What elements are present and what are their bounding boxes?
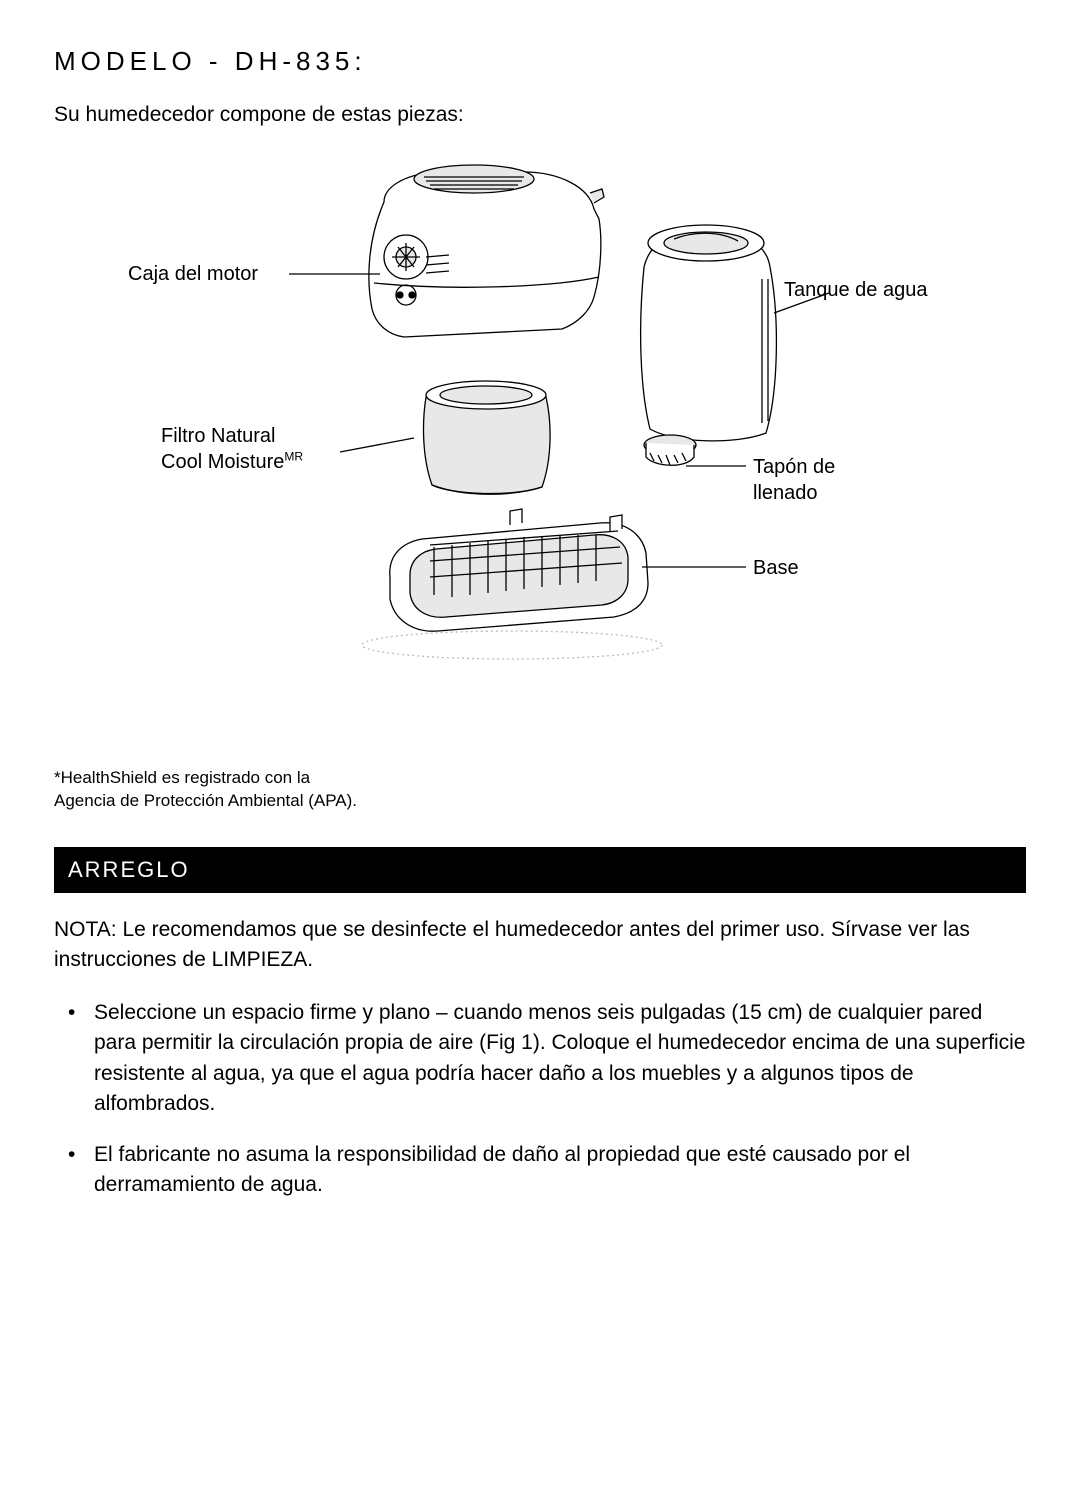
label-filter: Filtro Natural Cool MoistureMR — [161, 423, 303, 475]
exploded-diagram: Caja del motor Filtro Natural Cool Moist… — [54, 147, 1026, 767]
section-heading: ARREGLO — [54, 847, 1026, 893]
label-cap: Tapón de llenado — [753, 454, 835, 506]
label-base: Base — [753, 555, 799, 581]
footnote-line2: Agencia de Protección Ambiental (APA). — [54, 791, 357, 810]
base-shape — [362, 509, 662, 659]
water-tank-shape — [641, 225, 777, 465]
label-filter-sup: MR — [284, 449, 303, 463]
nota-text: NOTA: Le recomendamos que se desinfecte … — [54, 915, 1026, 976]
footnote: *HealthShield es registrado con la Agenc… — [54, 767, 1026, 813]
footnote-line1: *HealthShield es registrado con la — [54, 768, 310, 787]
leader-filter — [340, 438, 414, 452]
setup-list: Seleccione un espacio firme y plano – cu… — [54, 998, 1026, 1201]
page-title: MODELO - DH-835: — [54, 46, 1026, 77]
motor-housing-shape — [369, 165, 604, 337]
intro-text: Su humedecedor compone de estas piezas: — [54, 103, 1026, 127]
label-tank: Tanque de agua — [784, 277, 927, 303]
list-item: El fabricante no asuma la responsibilida… — [54, 1140, 1026, 1201]
list-item: Seleccione un espacio firme y plano – cu… — [54, 998, 1026, 1120]
label-cap-line1: Tapón de — [753, 456, 835, 478]
label-filter-line1: Filtro Natural — [161, 425, 275, 447]
label-motor: Caja del motor — [128, 261, 258, 287]
filter-shape — [424, 381, 551, 494]
label-filter-line2: Cool Moisture — [161, 451, 284, 473]
label-cap-line2: llenado — [753, 482, 818, 504]
